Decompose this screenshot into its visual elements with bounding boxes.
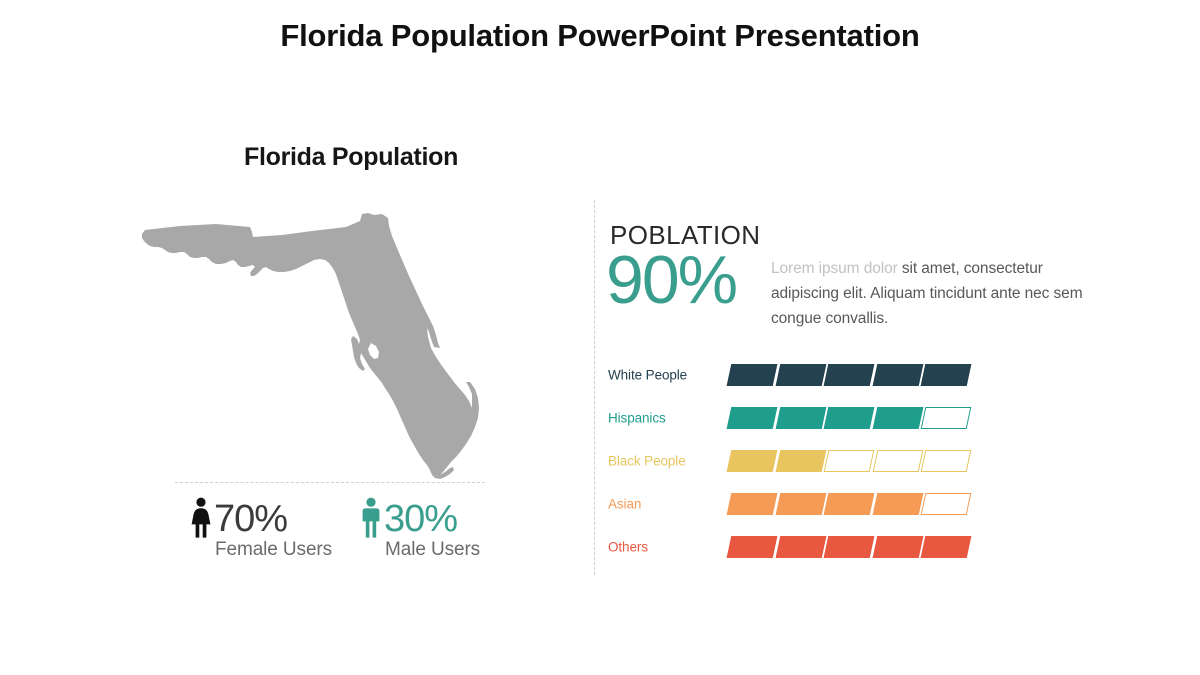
bar-segment-empty <box>823 450 875 472</box>
bar-segment-filled <box>775 450 826 472</box>
bar-segment-filled <box>823 493 875 515</box>
bar-segment-filled <box>872 493 923 515</box>
bar-track <box>726 450 972 472</box>
panel-divider <box>594 200 595 575</box>
left-panel: Florida Population 70% Female Users <box>0 0 594 675</box>
bar-row: Asian <box>594 493 1200 515</box>
section-heading: Florida Population <box>244 143 459 171</box>
bar-track <box>726 364 972 386</box>
bar-segment-empty <box>921 450 972 472</box>
bar-segment-filled <box>726 536 777 558</box>
female-icon <box>189 497 213 538</box>
bar-segment-filled <box>726 450 777 472</box>
bar-track <box>726 493 972 515</box>
male-caption: Male Users <box>385 539 481 560</box>
bar-segment-filled <box>823 407 875 429</box>
bar-segment-filled <box>726 364 777 386</box>
bar-row-label: Asian <box>608 496 642 512</box>
bar-segment-filled <box>775 536 826 558</box>
bar-segment-filled <box>872 536 923 558</box>
bar-row: White People <box>594 364 1200 386</box>
bar-segment-filled <box>921 536 972 558</box>
bar-segment-filled <box>921 364 972 386</box>
poblation-heading: POBLATION <box>610 220 761 250</box>
page-title: Florida Population PowerPoint Presentati… <box>280 18 920 53</box>
left-divider <box>175 482 485 483</box>
male-icon <box>359 497 383 538</box>
gender-stats-row: 70% Female Users 30% Male Users <box>175 496 515 571</box>
bar-segment-filled <box>775 493 826 515</box>
bar-row: Hispanics <box>594 407 1200 429</box>
bar-segment-filled <box>775 364 826 386</box>
female-caption: Female Users <box>215 539 333 560</box>
bar-segment-filled <box>872 364 923 386</box>
ethnicity-bar-chart: White People Hispanics Black People Asian Ot… <box>594 364 1200 564</box>
bar-segment-filled <box>823 364 875 386</box>
florida-state-map <box>120 196 520 486</box>
bar-row: Black People <box>594 450 1200 472</box>
male-percent: 30% <box>384 498 458 540</box>
description-rest: sit amet, consectetur adipiscing elit. A… <box>771 260 1083 327</box>
bar-row-label: Others <box>608 539 648 555</box>
bar-segment-filled <box>823 536 875 558</box>
stat-female: 70% Female Users <box>189 496 332 561</box>
bar-row-label: White People <box>608 367 688 383</box>
bar-segment-filled <box>726 493 777 515</box>
female-percent: 70% <box>214 498 288 540</box>
poblation-percent: 90% <box>606 242 738 318</box>
bar-track <box>726 536 972 558</box>
bar-segment-filled <box>726 407 777 429</box>
stat-male: 30% Male Users <box>359 496 480 561</box>
bar-segment-empty <box>921 493 972 515</box>
bar-row-label: Black People <box>608 453 686 469</box>
bar-segment-filled <box>872 407 923 429</box>
bar-segment-empty <box>872 450 923 472</box>
bar-track <box>726 407 972 429</box>
bar-row: Others <box>594 536 1200 558</box>
bar-segment-empty <box>921 407 972 429</box>
right-panel: POBLATION 90% Lorem ipsum dolor sit amet… <box>594 0 1200 675</box>
bar-row-label: Hispanics <box>608 410 666 426</box>
bar-segment-filled <box>775 407 826 429</box>
poblation-description: Lorem ipsum dolor sit amet, consectetur … <box>771 256 1091 331</box>
description-lead: Lorem ipsum dolor <box>771 260 902 277</box>
